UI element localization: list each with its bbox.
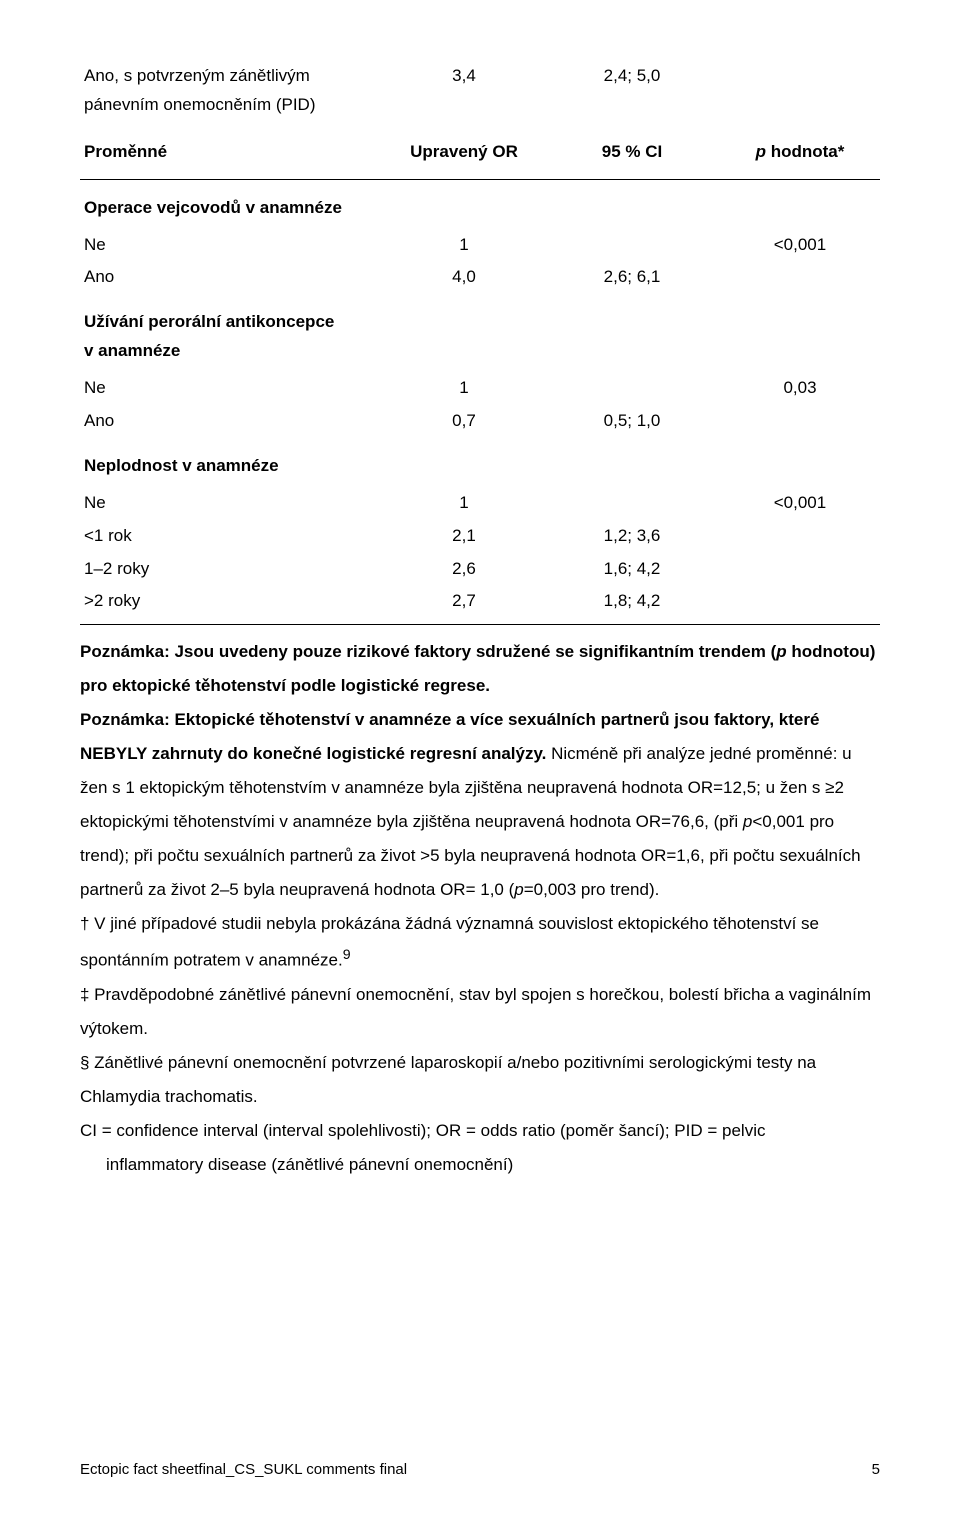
note-risk-factors: Poznámka: Jsou uvedeny pouze rizikové fa… (80, 635, 880, 703)
section-title: Operace vejcovodů v anamnéze (80, 179, 880, 228)
cell-p (720, 520, 880, 553)
cell-ci: 1,2; 3,6 (544, 520, 720, 553)
table-row: 1–2 roky 2,6 1,6; 4,2 (80, 553, 880, 586)
cell-p: <0,001 (720, 487, 880, 520)
notes-block: Poznámka: Jsou uvedeny pouze rizikové fa… (80, 635, 880, 1182)
text: p (776, 642, 786, 661)
text: v anamnéze (84, 341, 180, 360)
note-excluded-factors: Poznámka: Ektopické těhotenství v anamné… (80, 703, 880, 907)
cell-ci (544, 229, 720, 262)
header-or: Upravený OR (384, 122, 544, 179)
table-row: Ano 4,0 2,6; 6,1 (80, 261, 880, 294)
note-section: § Zánětlivé pánevní onemocnění potvrzené… (80, 1046, 880, 1114)
cell-p (720, 60, 880, 122)
text: CI = confidence interval (interval spole… (80, 1121, 766, 1140)
section-oral-contraception: Užívání perorální antikoncepce v anamnéz… (80, 294, 880, 372)
page-footer: Ectopic fact sheetfinal_CS_SUKL comments… (80, 1461, 880, 1478)
cell-p (720, 261, 880, 294)
cell-or: 3,4 (384, 60, 544, 122)
table-row: Ano 0,7 0,5; 1,0 (80, 405, 880, 438)
header-ci: 95 % CI (544, 122, 720, 179)
cell-label: Ne (80, 229, 384, 262)
cell-ci: 2,6; 6,1 (544, 261, 720, 294)
cell-ci: 0,5; 1,0 (544, 405, 720, 438)
cell-or: 1 (384, 229, 544, 262)
footer-page-number: 5 (872, 1461, 880, 1478)
document-page: Ano, s potvrzeným zánětlivým pánevním on… (0, 0, 960, 1514)
cell-label: >2 roky (80, 585, 384, 624)
text: Ano, s potvrzeným zánětlivým (84, 66, 310, 85)
table-row: Ne 1 <0,001 (80, 229, 880, 262)
cell-ci: 1,6; 4,2 (544, 553, 720, 586)
table-header-row: Proměnné Upravený OR 95 % CI p hodnota* (80, 122, 880, 179)
cell-p: <0,001 (720, 229, 880, 262)
note-double-dagger: ‡ Pravděpodobné zánětlivé pánevní onemoc… (80, 978, 880, 1046)
cell-label: Ano, s potvrzeným zánětlivým pánevním on… (80, 60, 384, 122)
cell-p (720, 553, 880, 586)
table-row: Ne 1 <0,001 (80, 487, 880, 520)
cell-or: 1 (384, 487, 544, 520)
cell-p: 0,03 (720, 372, 880, 405)
reference-superscript: 9 (343, 947, 351, 963)
cell-label: Ne (80, 487, 384, 520)
cell-ci: 2,4; 5,0 (544, 60, 720, 122)
section-title: Neplodnost v anamnéze (80, 438, 880, 487)
cell-label: Ne (80, 372, 384, 405)
section-fallopian-surgery: Operace vejcovodů v anamnéze (80, 179, 880, 228)
section-infertility: Neplodnost v anamnéze (80, 438, 880, 487)
cell-or: 1 (384, 372, 544, 405)
text: =0,003 pro trend). (524, 880, 660, 899)
text: p (514, 880, 523, 899)
text: Poznámka: Jsou uvedeny pouze rizikové fa… (80, 642, 776, 661)
variables-table: Ano, s potvrzeným zánětlivým pánevním on… (80, 60, 880, 625)
table-row: <1 rok 2,1 1,2; 3,6 (80, 520, 880, 553)
cell-or: 4,0 (384, 261, 544, 294)
table-row: >2 roky 2,7 1,8; 4,2 (80, 585, 880, 624)
cell-label: Ano (80, 405, 384, 438)
text: † V jiné případové studii nebyla prokázá… (80, 914, 819, 970)
text: p (743, 812, 752, 831)
header-p: p hodnota* (720, 122, 880, 179)
cell-or: 0,7 (384, 405, 544, 438)
note-abbreviations: CI = confidence interval (interval spole… (80, 1114, 880, 1182)
section-title: Užívání perorální antikoncepce v anamnéz… (80, 294, 880, 372)
text: inflammatory disease (zánětlivé pánevní … (80, 1148, 880, 1182)
text: hodnota* (766, 142, 844, 161)
cell-or: 2,7 (384, 585, 544, 624)
row-pid: Ano, s potvrzeným zánětlivým pánevním on… (80, 60, 880, 122)
cell-p (720, 405, 880, 438)
text: pánevním onemocněním (PID) (84, 95, 316, 114)
cell-label: 1–2 roky (80, 553, 384, 586)
text: p (756, 142, 766, 161)
cell-ci (544, 487, 720, 520)
note-dagger: † V jiné případové studii nebyla prokázá… (80, 907, 880, 978)
text: Užívání perorální antikoncepce (84, 312, 334, 331)
cell-or: 2,6 (384, 553, 544, 586)
footer-doc-title: Ectopic fact sheetfinal_CS_SUKL comments… (80, 1461, 407, 1478)
cell-label: <1 rok (80, 520, 384, 553)
header-variables: Proměnné (80, 122, 384, 179)
cell-p (720, 585, 880, 624)
cell-ci (544, 372, 720, 405)
cell-ci: 1,8; 4,2 (544, 585, 720, 624)
table-row: Ne 1 0,03 (80, 372, 880, 405)
cell-or: 2,1 (384, 520, 544, 553)
cell-label: Ano (80, 261, 384, 294)
